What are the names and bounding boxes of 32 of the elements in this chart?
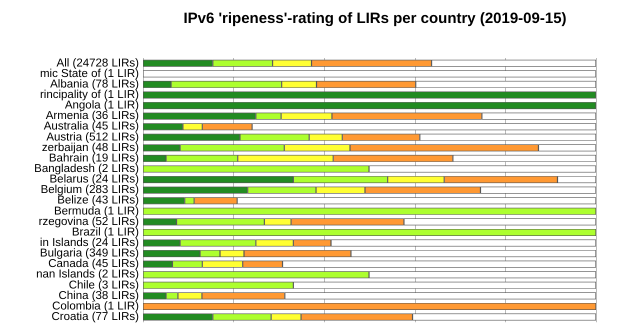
y-tick-label: Brazil (1 LIR) (72, 226, 140, 238)
chart-title: IPv6 'ripeness'-rating of LIRs per country (2019-09-15) (183, 10, 567, 27)
y-tick-label: Austria (512 LIRs) (46, 131, 140, 144)
y-tick-label: Croatia (77 LIRs) (51, 311, 140, 323)
y-tick-label: All (24728 LIRs) (56, 57, 140, 70)
y-tick-label: Canada (45 LIRs) (48, 258, 140, 270)
y-tick-label: Australia (45 LIRs) (44, 120, 140, 133)
y-tick-label: rincipality of (1 LIR) (40, 89, 140, 101)
bar (143, 228, 596, 236)
y-tick-label: nan Islands (2 LIRs) (36, 268, 140, 281)
y-tick-label: mic State of (1 LIR) (40, 68, 140, 80)
y-tick-label: Bulgaria (349 LIRs) (40, 248, 140, 260)
y-tick-label: Chile (3 LIRs) (68, 279, 140, 292)
bar (143, 70, 596, 78)
y-tick-label: Armenia (36 LIRs) (46, 110, 140, 122)
y-tick-label: Albania (78 LIRs) (50, 78, 140, 90)
bar (143, 102, 596, 110)
y-tick-label: in Islands (24 LIRs) (40, 237, 140, 250)
y-tick-label: Bangladesh (2 LIRs) (34, 163, 140, 176)
y-tick-label: Angola (1 LIR) (64, 100, 140, 112)
y-tick-label: Bahrain (19 LIRs) (48, 152, 140, 164)
bar (143, 302, 596, 310)
y-tick-label: China (38 LIRs) (58, 290, 140, 302)
y-tick-label: Belgium (283 LIRs) (40, 184, 140, 196)
y-tick-label: rzegovina (52 LIRs) (38, 216, 140, 228)
y-tick-label: Colombia (1 LIR) (52, 300, 140, 312)
y-tick-label: Belize (43 LIRs) (57, 194, 140, 207)
bar (143, 208, 596, 215)
y-tick-label: zerbaijan (48 LIRs) (42, 142, 140, 154)
bar (143, 92, 596, 98)
y-tick-label: Belarus (24 LIRs) (50, 174, 140, 186)
y-tick-label: Bermuda (1 LIR) (54, 205, 140, 218)
